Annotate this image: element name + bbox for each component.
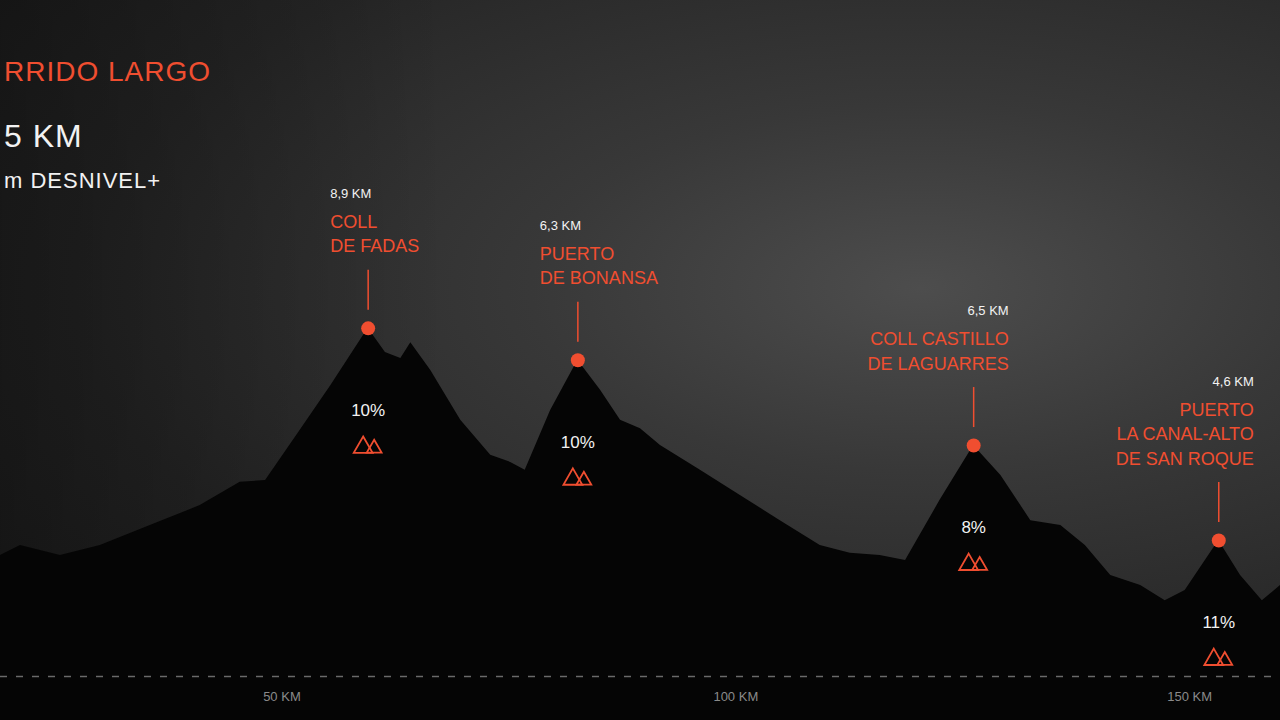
svg-text:8%: 8% [961,518,986,537]
svg-text:6,3 KM: 6,3 KM [540,218,581,233]
svg-text:11%: 11% [1202,613,1235,632]
svg-text:COLLDE FADAS: COLLDE FADAS [330,212,419,256]
html-text:RRIDO LARGO: RRIDO LARGO [4,56,211,87]
svg-text:10%: 10% [351,401,385,420]
svg-text:PUERTOLA CANAL-ALTODE SAN ROQU: PUERTOLA CANAL-ALTODE SAN ROQUE [1116,400,1254,469]
svg-text:4,6 KM: 4,6 KM [1213,374,1254,389]
svg-text:10%: 10% [561,433,595,452]
svg-text:6,5 KM: 6,5 KM [967,303,1008,318]
html-text:m DESNIVEL+: m DESNIVEL+ [4,168,162,193]
svg-text:8,9 KM: 8,9 KM [330,186,371,201]
svg-text:100 KM: 100 KM [713,689,758,704]
svg-text:50 KM: 50 KM [263,689,301,704]
svg-text:COLL CASTILLODE LAGUARRES: COLL CASTILLODE LAGUARRES [868,329,1009,373]
html-text:5 KM: 5 KM [4,118,83,154]
svg-text:150 KM: 150 KM [1167,689,1212,704]
svg-text:PUERTODE BONANSA: PUERTODE BONANSA [540,244,658,288]
